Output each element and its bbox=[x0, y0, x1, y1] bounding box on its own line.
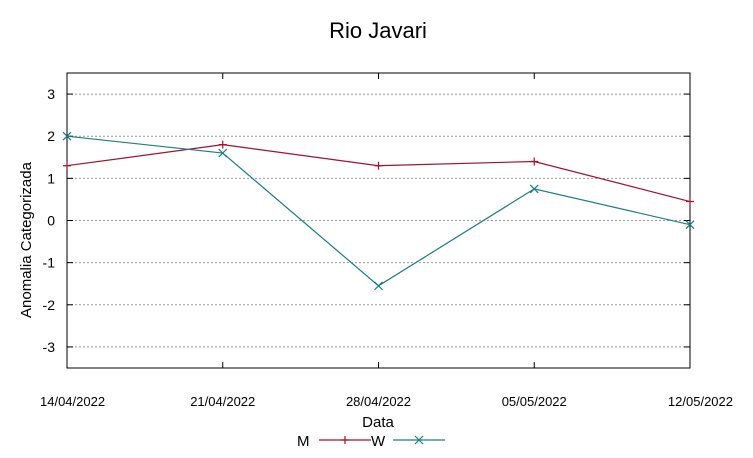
data-point-w bbox=[218, 148, 228, 158]
data-point-m bbox=[374, 161, 383, 170]
data-point-w bbox=[374, 281, 383, 291]
y-tick-label: 3 bbox=[47, 86, 55, 102]
y-tick-label: -1 bbox=[43, 255, 56, 271]
y-tick-label: 2 bbox=[47, 128, 55, 144]
data-point-m bbox=[686, 197, 694, 206]
x-tick-label: 12/05/2022 bbox=[668, 394, 733, 409]
data-point-w bbox=[685, 220, 695, 230]
data-point-w bbox=[62, 131, 72, 141]
y-tick-label: -2 bbox=[43, 297, 56, 313]
legend-label: M bbox=[297, 433, 310, 450]
x-tick-label: 21/04/2022 bbox=[190, 394, 255, 409]
x-tick-label: 28/04/2022 bbox=[346, 394, 411, 409]
series-line-w bbox=[66, 135, 691, 287]
y-axis-ticks: 3 2 1 0 -1 -2 -3 bbox=[43, 86, 690, 355]
y-tick-label: 1 bbox=[47, 170, 55, 186]
grid bbox=[67, 93, 690, 348]
legend-label: W bbox=[371, 433, 386, 450]
x-axis-label: Data bbox=[362, 414, 394, 431]
y-tick-label: 0 bbox=[47, 213, 55, 229]
series-line-m bbox=[66, 144, 691, 203]
data-point-m bbox=[63, 161, 71, 170]
data-point-m bbox=[530, 157, 539, 166]
chart-title: Rio Javari bbox=[329, 18, 427, 43]
data-point-w bbox=[529, 184, 539, 194]
x-tick-label: 05/05/2022 bbox=[502, 394, 567, 409]
x-tick-label: 14/04/2022 bbox=[40, 394, 105, 409]
x-axis-ticks: 14/04/2022 21/04/2022 28/04/2022 05/05/2022… bbox=[40, 73, 733, 409]
y-axis-label: Anomalia Categorizada bbox=[18, 161, 35, 318]
y-tick-label: -3 bbox=[43, 339, 56, 355]
legend-marker-m bbox=[341, 436, 349, 444]
legend-marker-w bbox=[414, 435, 424, 445]
series-lines bbox=[62, 131, 695, 291]
data-point-m bbox=[218, 140, 227, 149]
